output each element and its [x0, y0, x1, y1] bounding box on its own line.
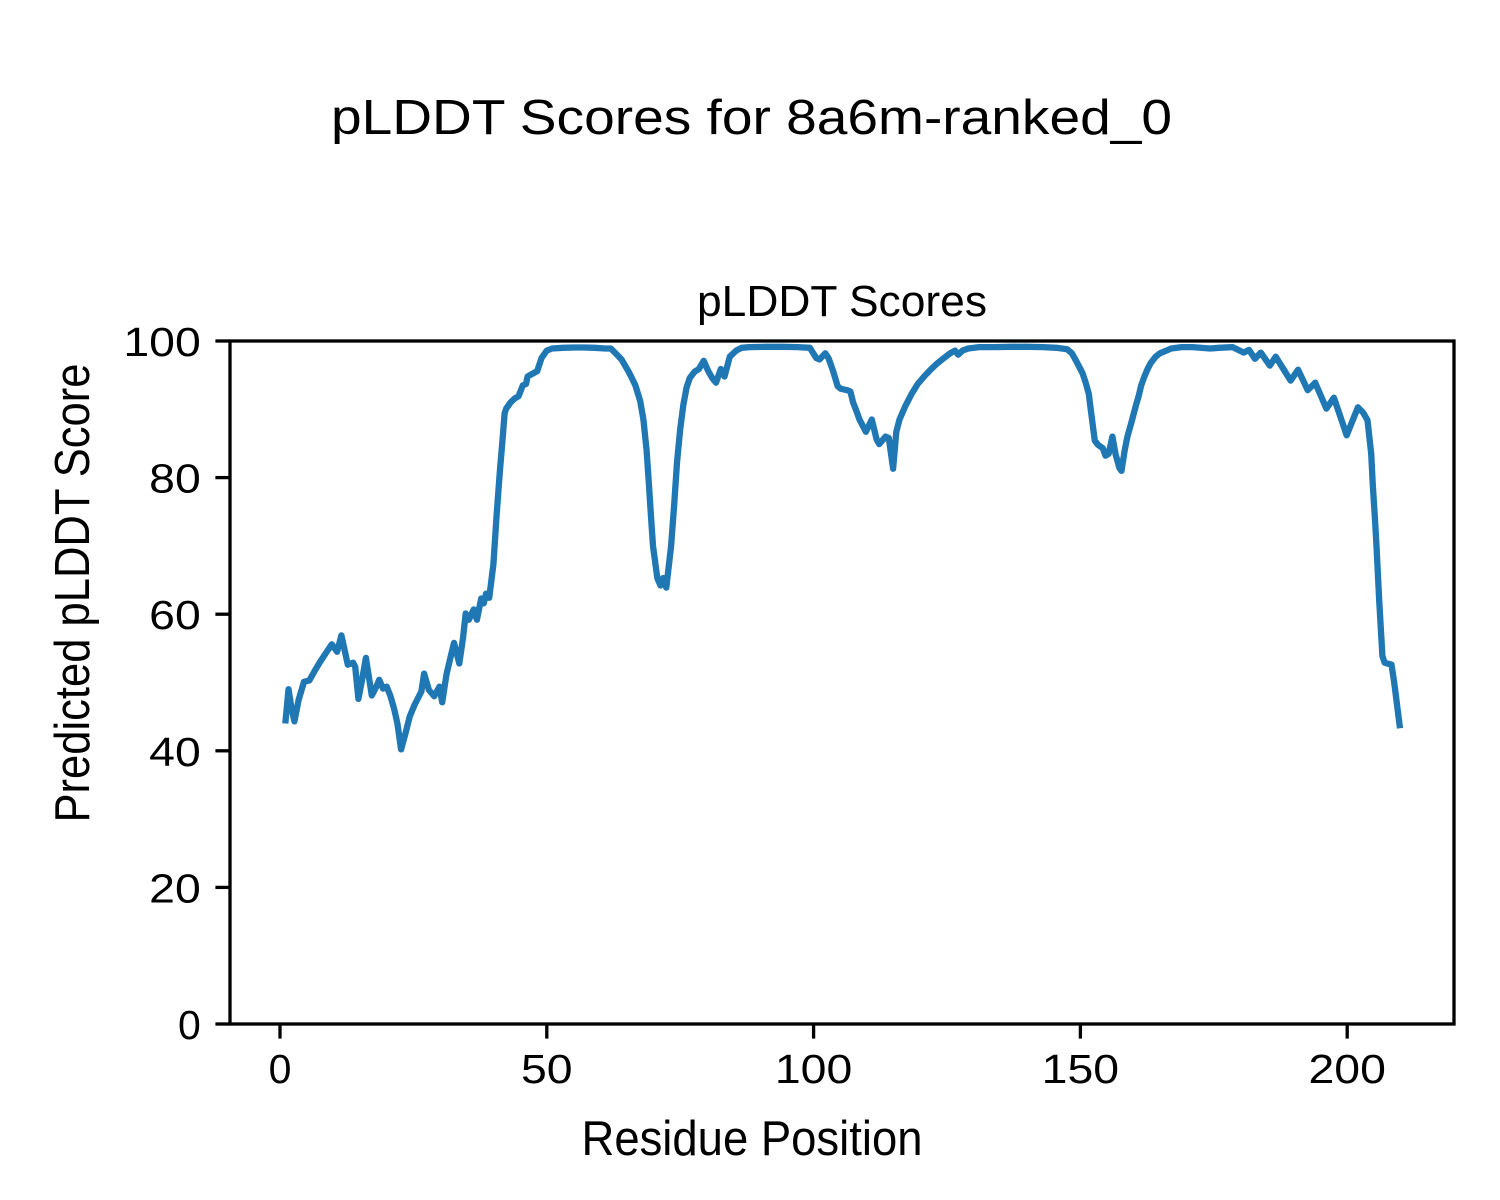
svg-text:pLDDT Scores: pLDDT Scores: [697, 277, 987, 326]
svg-text:40: 40: [149, 729, 201, 775]
svg-text:50: 50: [521, 1046, 573, 1092]
svg-text:200: 200: [1309, 1046, 1386, 1092]
svg-text:Residue Position: Residue Position: [582, 1111, 923, 1166]
svg-text:0: 0: [178, 1002, 201, 1048]
svg-text:Predicted pLDDT Score: Predicted pLDDT Score: [45, 364, 100, 823]
svg-text:150: 150: [1042, 1046, 1119, 1092]
svg-text:80: 80: [149, 456, 201, 502]
svg-text:0: 0: [269, 1046, 292, 1092]
svg-text:100: 100: [123, 319, 200, 365]
svg-text:100: 100: [775, 1046, 852, 1092]
svg-text:20: 20: [149, 865, 201, 911]
svg-text:60: 60: [149, 592, 201, 638]
svg-text:pLDDT Scores for 8a6m-ranked_0: pLDDT Scores for 8a6m-ranked_0: [331, 90, 1172, 145]
